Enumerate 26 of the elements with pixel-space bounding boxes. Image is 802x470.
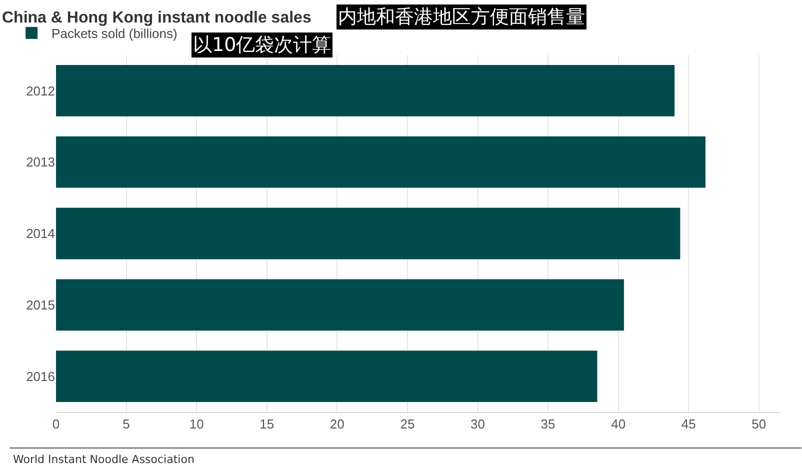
x-tick-label: 15: [260, 416, 274, 432]
text: 内地和香港地区方便面销售量: [338, 6, 585, 28]
x-tick-label: 35: [540, 416, 556, 432]
bar: [56, 208, 680, 260]
y-tick-label: 2013: [26, 154, 55, 170]
bar: [56, 279, 624, 331]
chart-title: China & Hong Kong instant noodle sales: [2, 10, 312, 27]
x-tick-label: 40: [611, 416, 626, 432]
bar: [56, 350, 598, 402]
x-tick-label: 0: [52, 416, 60, 432]
x-tick-label: 30: [470, 416, 485, 432]
y-tick-label: 2015: [26, 297, 55, 312]
y-tick-label: 2016: [26, 368, 55, 384]
y-tick-label: 2014: [26, 226, 55, 242]
legend-label: Packets sold (billions): [52, 26, 178, 42]
x-tick-label: 5: [122, 416, 130, 432]
text: World Instant Noodle Association: [13, 453, 194, 466]
x-tick-label: 25: [400, 416, 415, 432]
x-tick-label: 20: [330, 416, 344, 432]
y-tick-label: 2012: [26, 83, 55, 98]
x-tick-label: 45: [681, 416, 696, 432]
annotation: 以10亿袋次计算: [193, 34, 332, 56]
bar: [56, 65, 675, 116]
bar: [56, 136, 706, 188]
x-tick-label: 10: [189, 416, 204, 432]
x-tick-label: 50: [752, 416, 766, 432]
